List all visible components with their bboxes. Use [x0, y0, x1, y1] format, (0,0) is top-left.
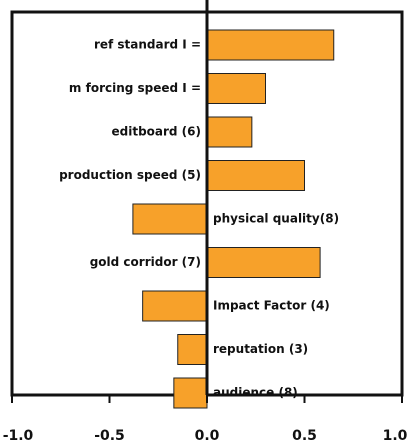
- x-tick-label-3: 0.5: [292, 428, 317, 444]
- bar-0: [206, 29, 335, 61]
- x-tick-label-2: 0.0: [195, 428, 220, 444]
- bar-8: [173, 377, 208, 409]
- bar-3: [206, 160, 305, 191]
- x-tick-label-1: -0.5: [94, 428, 125, 444]
- category-label-0: ref standard I =: [94, 38, 201, 52]
- category-label-8: audience (8): [213, 386, 298, 400]
- category-label-5: gold corridor (7): [90, 255, 201, 269]
- category-label-2: editboard (6): [111, 125, 201, 139]
- bar-6: [142, 290, 208, 322]
- x-tick-label-4: 1.0: [383, 428, 408, 444]
- category-label-4: physical quality(8): [213, 212, 339, 226]
- bar-1: [206, 73, 266, 104]
- bar-5: [206, 247, 321, 278]
- category-labels-group: ref standard I = m forcing speed I = editb…: [59, 38, 339, 400]
- x-tick-label-0: -1.0: [3, 428, 34, 444]
- bar-2: [206, 116, 253, 148]
- category-label-6: Impact Factor (4): [213, 299, 330, 313]
- category-label-1: m forcing speed I =: [69, 81, 201, 95]
- category-label-7: reputation (3): [213, 342, 308, 356]
- bar-7: [177, 334, 208, 365]
- category-label-3: production speed (5): [59, 168, 201, 182]
- x-axis-ticks-group: -1.0 -0.5 0.0 0.5 1.0: [3, 395, 408, 444]
- bars-group: [132, 29, 335, 409]
- bar-4: [132, 203, 208, 235]
